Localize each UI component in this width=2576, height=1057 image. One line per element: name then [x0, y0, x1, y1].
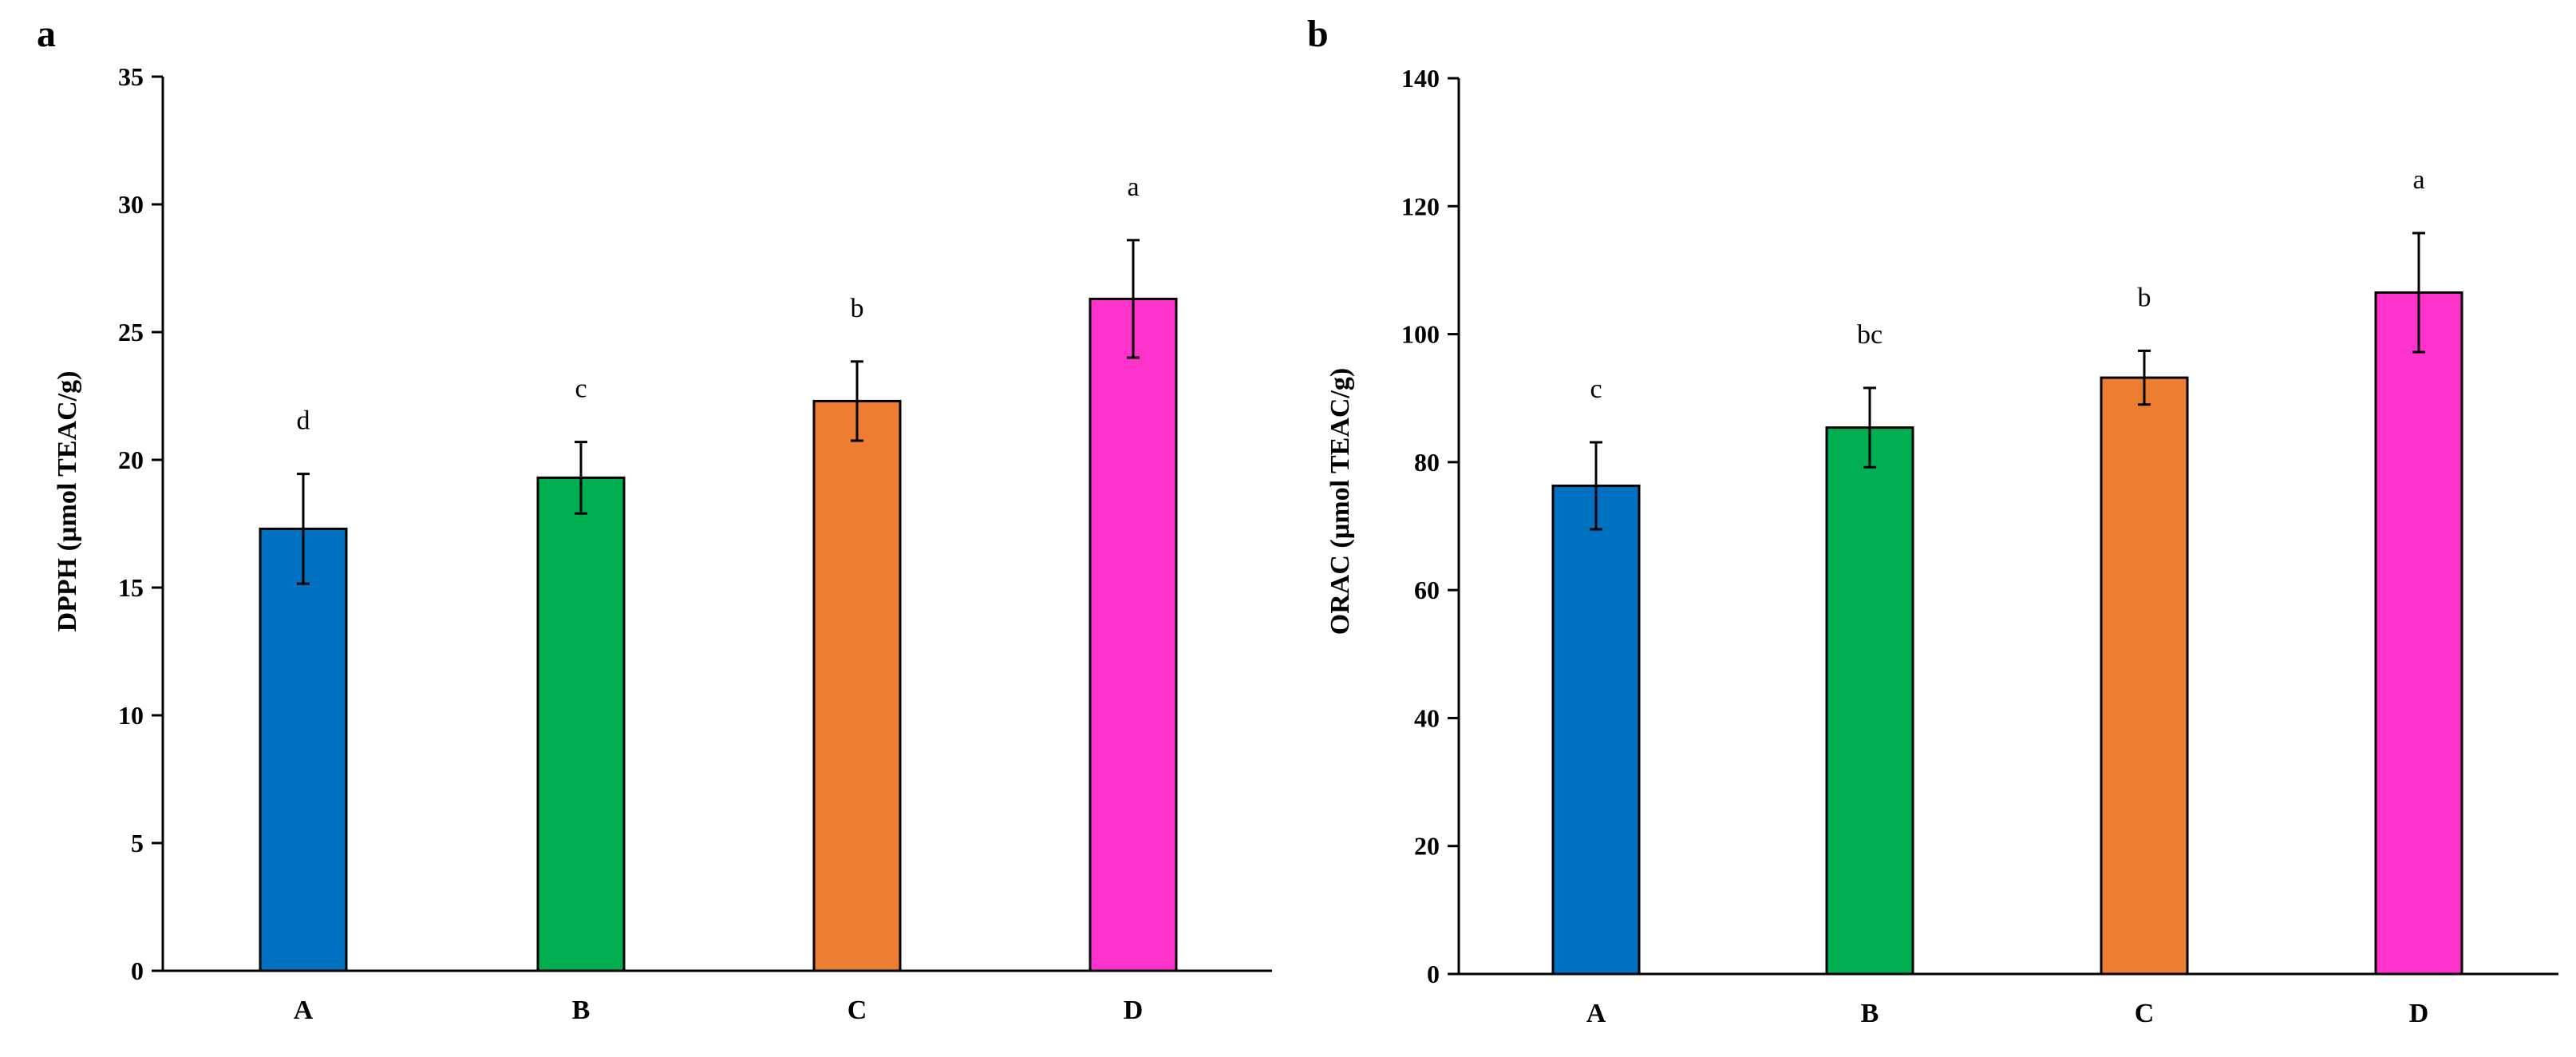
error-bar-D: [1127, 239, 1140, 359]
bar-D: [1088, 297, 1178, 972]
y-tick-label: 30: [118, 190, 144, 219]
bar-C: [812, 399, 902, 972]
significance-label: a: [1127, 172, 1139, 202]
error-bar-B: [575, 441, 587, 515]
y-tick-label: 5: [131, 829, 144, 857]
bar-A: [259, 527, 348, 972]
bar-B: [1825, 426, 1914, 976]
significance-label: b: [851, 294, 864, 323]
x-category-label: B: [1861, 999, 1879, 1028]
x-category-label: B: [572, 996, 591, 1025]
bar-C: [2100, 376, 2189, 976]
y-tick-label: 0: [1427, 960, 1440, 988]
error-bar-C: [2138, 349, 2151, 406]
x-category-label: D: [1124, 996, 1144, 1025]
chart-panel-b: b ORAC (µmol TEAC/g) 020406080100120140 …: [1307, 13, 2558, 1028]
chart-panel-a: a DPPH (µmol TEAC/g) 0 5 10 15 20 25 30 35 Ad Bc…: [37, 13, 1272, 1025]
y-tick-label: 25: [118, 318, 144, 346]
y-tick-label: 0: [131, 956, 144, 985]
y-tick-label: 20: [118, 445, 144, 474]
x-category-label: C: [2135, 999, 2155, 1028]
error-bar-D: [2412, 232, 2425, 354]
y-tick-label: 15: [118, 573, 144, 602]
bar-D: [2374, 291, 2463, 976]
y-axis-title-b: ORAC (µmol TEAC/g): [1326, 368, 1355, 635]
x-category-label: C: [847, 996, 867, 1025]
significance-label: c: [575, 374, 587, 404]
error-bar-B: [1863, 386, 1876, 469]
error-bar-A: [297, 473, 310, 585]
significance-label: d: [297, 406, 310, 436]
y-tick-label: 40: [1414, 703, 1440, 732]
bar-A: [1551, 485, 1641, 976]
panel-label-b: b: [1307, 13, 1329, 55]
y-tick-label: 60: [1414, 576, 1440, 604]
x-category-label: A: [294, 996, 314, 1025]
significance-label: c: [1590, 374, 1602, 404]
marks-b: Ac Bbc Cb Da: [1551, 165, 2463, 1028]
significance-label: a: [2412, 165, 2424, 195]
y-tick-label: 100: [1401, 320, 1440, 349]
significance-label: bc: [1857, 320, 1883, 350]
error-bar-C: [851, 360, 863, 442]
y-tick-label: 10: [118, 701, 144, 730]
marks-a: Ad Bc Cb Da: [259, 172, 1178, 1025]
y-tick-label: 140: [1401, 64, 1440, 93]
y-tick-label: 20: [1414, 832, 1440, 861]
x-category-label: A: [1586, 999, 1606, 1028]
x-category-label: D: [2409, 999, 2429, 1028]
y-tick-label: 35: [118, 62, 144, 91]
y-tick-label: 80: [1414, 448, 1440, 477]
panel-label-a: a: [37, 13, 56, 55]
error-bar-A: [1590, 441, 1602, 531]
y-axis-title-a: DPPH (µmol TEAC/g): [53, 371, 82, 632]
y-tick-label: 120: [1401, 192, 1440, 220]
axes-a: 0 5 10 15 20 25 30 35: [118, 62, 1272, 985]
bar-B: [536, 476, 626, 972]
significance-label: b: [2138, 283, 2151, 312]
